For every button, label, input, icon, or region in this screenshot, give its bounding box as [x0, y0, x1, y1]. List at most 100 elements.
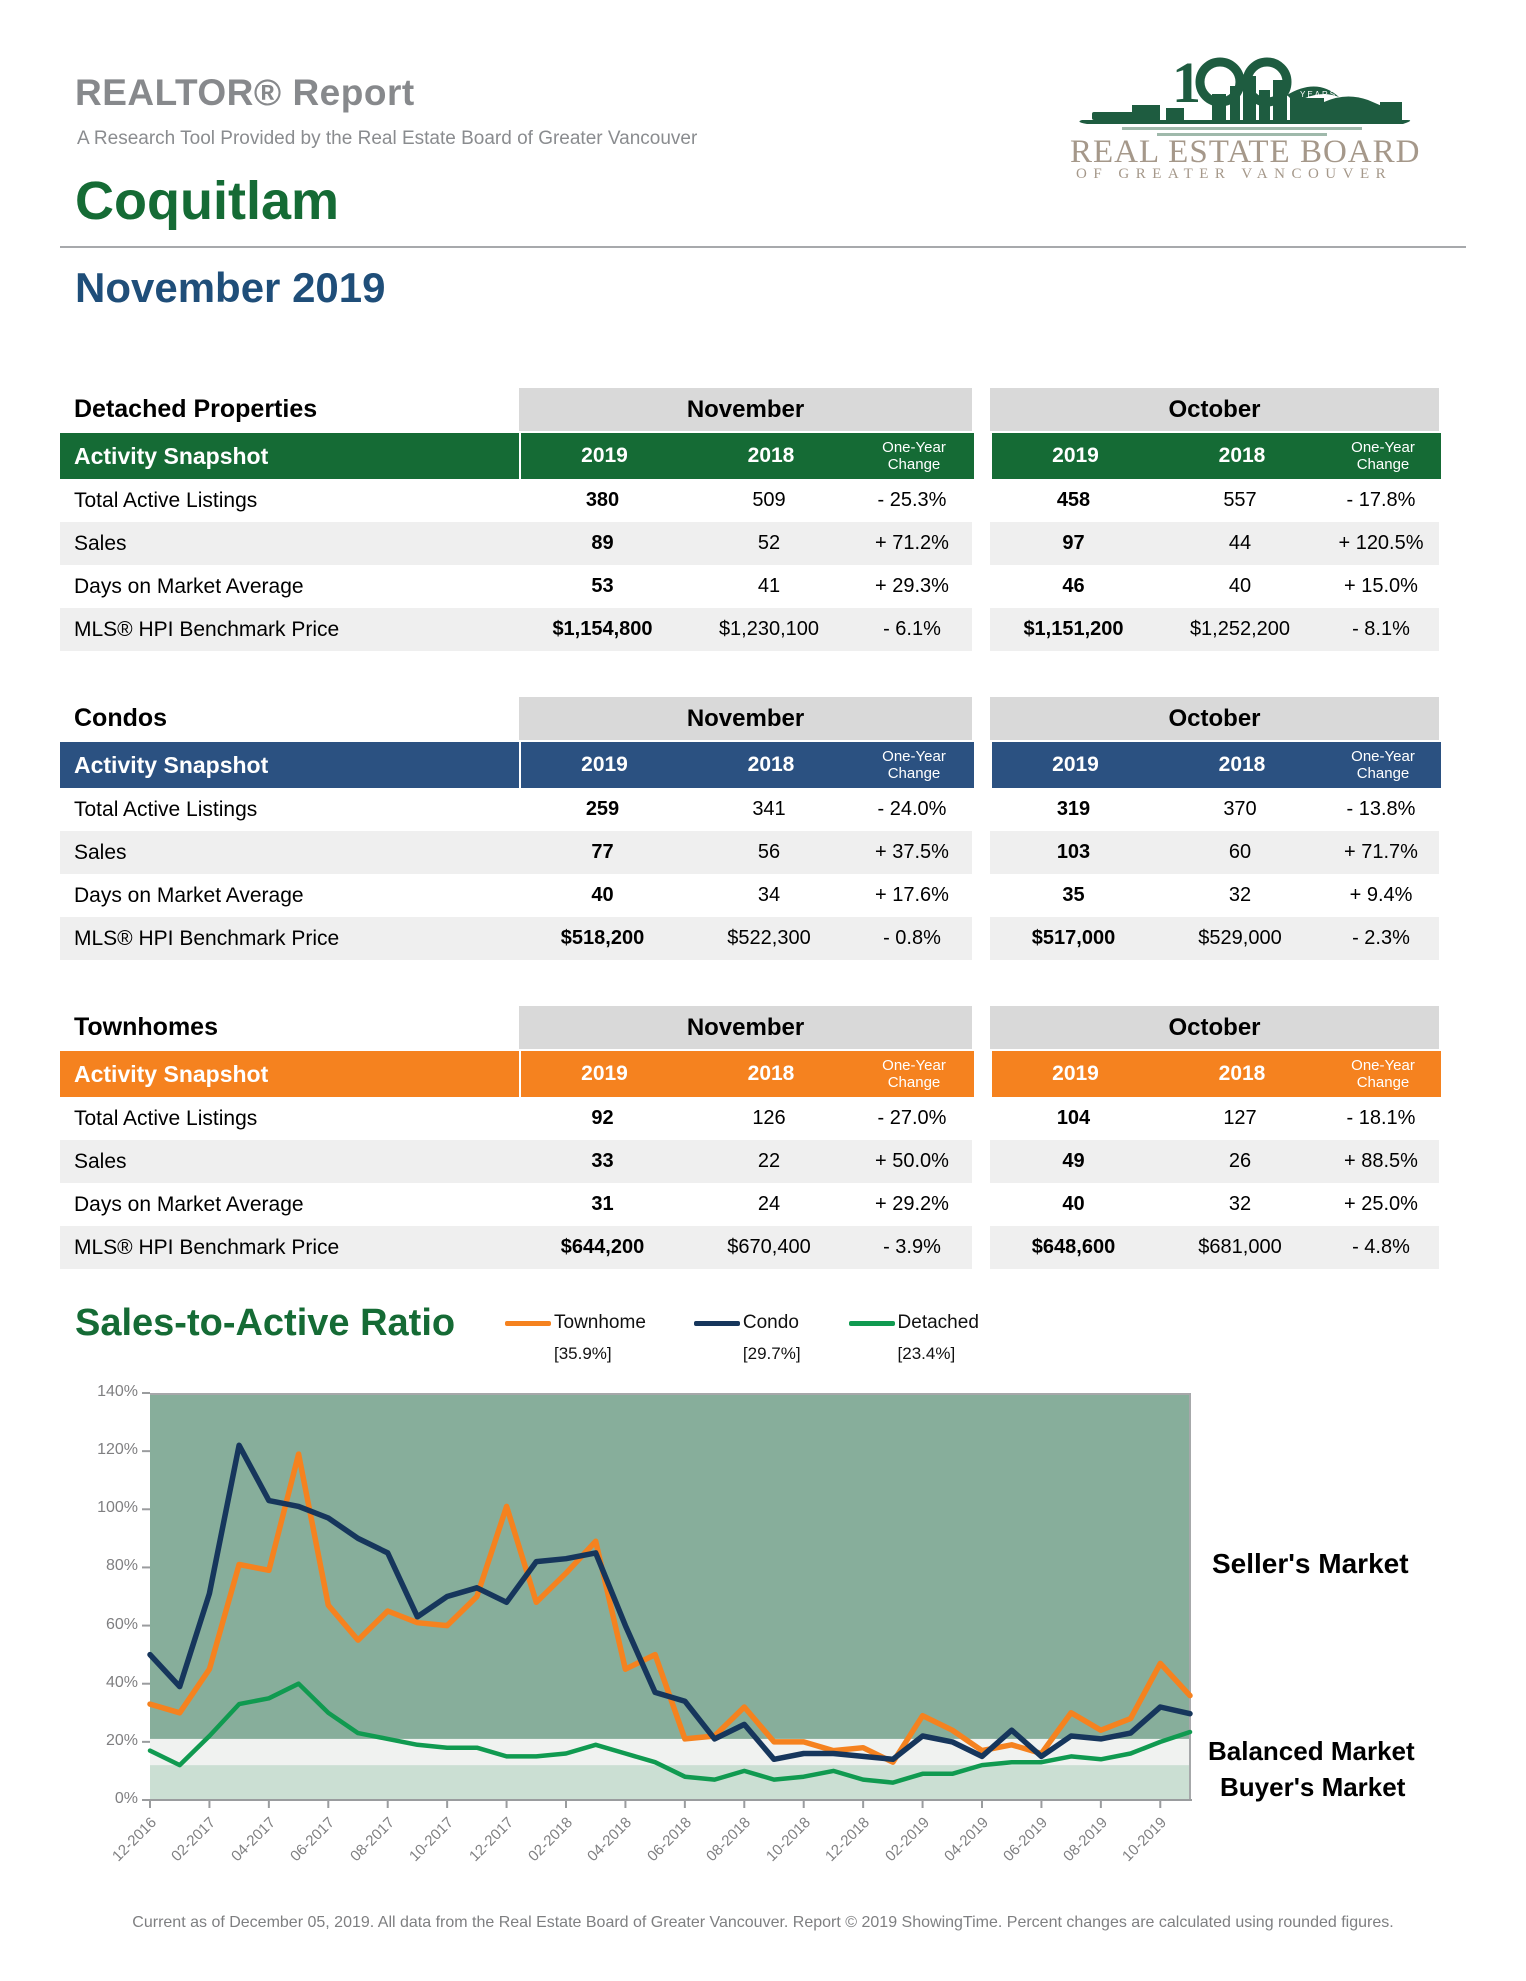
year-col-header: 2019: [992, 742, 1159, 788]
cell: 557: [1157, 479, 1323, 522]
cell: 89: [519, 522, 686, 565]
logo-line1: REAL ESTATE BOARD: [1070, 134, 1420, 170]
column-gap: [972, 874, 990, 917]
cell: $681,000: [1157, 1226, 1323, 1269]
table-row: Days on Market Average 31 24 + 29.2% 40 32 + 2…: [60, 1183, 1439, 1226]
year-col-header: 2018: [688, 433, 854, 479]
table-row: Sales 77 56 + 37.5% 103 60 + 71.7%: [60, 831, 1439, 874]
column-gap: [972, 1226, 990, 1269]
cell: 319: [990, 788, 1157, 831]
column-gap: [972, 608, 990, 651]
cell: 31: [519, 1183, 686, 1226]
sellers-market-label: Seller's Market: [1212, 1548, 1409, 1579]
year-col-header: 2018: [688, 1051, 854, 1097]
cell: Sales: [60, 831, 519, 874]
balanced-market-label: Balanced Market: [1208, 1736, 1415, 1766]
y-axis-tick-label: 20%: [105, 1731, 138, 1749]
y-axis-tick-label: 140%: [97, 1383, 138, 1400]
cell: 26: [1157, 1140, 1323, 1183]
y-axis-tick-label: 0%: [114, 1790, 138, 1807]
series-line-detached: [147, 1681, 1193, 1785]
y-axis-tick-label: 120%: [97, 1441, 138, 1459]
cell: - 8.1%: [1323, 608, 1439, 651]
change-col-header: One-Year Change: [1325, 742, 1441, 788]
column-gap: [974, 742, 992, 788]
cell: 40: [1157, 565, 1323, 608]
legend-item: Condo [29.7%]: [693, 1312, 801, 1364]
cell: Sales: [60, 1140, 519, 1183]
table-row: Sales 89 52 + 71.2% 97 44 + 120.5%: [60, 522, 1439, 565]
cell: 40: [519, 874, 686, 917]
cell: $1,252,200: [1157, 608, 1323, 651]
activity-snapshot-row: Activity Snapshot 2019 2018 One-Year Change…: [60, 433, 1441, 479]
column-gap: [974, 1051, 992, 1097]
cell: $644,200: [519, 1226, 686, 1269]
table-title: Condos: [74, 704, 168, 732]
cell: 56: [686, 831, 852, 874]
table-header-row: Townhomes November October: [60, 1006, 1439, 1049]
legend-swatch-condo: [693, 1320, 740, 1326]
change-col-header: One-Year Change: [1325, 433, 1441, 479]
footer-note: Current as of December 05, 2019. All dat…: [132, 1914, 1394, 1931]
table-header-row: Condos November October: [60, 697, 1439, 740]
property-table: Detached Properties November October Activi…: [60, 388, 1441, 651]
report-subtitle: A Research Tool Provided by the Real Est…: [77, 128, 698, 149]
cell: 259: [519, 788, 686, 831]
column-gap: [972, 1006, 990, 1049]
activity-snapshot-label: Activity Snapshot: [60, 433, 519, 479]
change-col-header: One-Year Change: [854, 433, 974, 479]
month-band-october: October: [990, 697, 1439, 740]
cell: - 18.1%: [1323, 1097, 1439, 1140]
series-line-condo: [147, 1442, 1193, 1763]
cell: 127: [1157, 1097, 1323, 1140]
month-band-november: November: [519, 1006, 972, 1049]
report-title: REALTOR® Report: [75, 72, 415, 113]
legend-label: Townhome: [554, 1312, 646, 1333]
column-gap: [974, 433, 992, 479]
sales-to-active-chart: [142, 1392, 1193, 1808]
table-row: MLS® HPI Benchmark Price $518,200 $522,300…: [60, 917, 1439, 960]
cell: 97: [990, 522, 1157, 565]
cell: Total Active Listings: [60, 479, 519, 522]
cell: 92: [519, 1097, 686, 1140]
legend-item: Townhome [35.9%]: [505, 1312, 646, 1364]
year-col-header: 2019: [521, 1051, 688, 1097]
cell: 49: [990, 1140, 1157, 1183]
cell: 380: [519, 479, 686, 522]
cell: $670,400: [686, 1226, 852, 1269]
cell: - 24.0%: [852, 788, 972, 831]
cell: 41: [686, 565, 852, 608]
table-title: Detached Properties: [74, 395, 318, 423]
area-title: Coquitlam: [75, 171, 339, 231]
table-title: Townhomes: [74, 1013, 218, 1041]
year-col-header: 2019: [992, 433, 1159, 479]
cell: - 4.8%: [1323, 1226, 1439, 1269]
cell: - 0.8%: [852, 917, 972, 960]
column-gap: [972, 388, 990, 431]
table-row: Total Active Listings 92 126- 27.0% 104 127-…: [60, 1097, 1439, 1140]
table-row: MLS® HPI Benchmark Price $1,154,800 $1,230…: [60, 608, 1439, 651]
cell: + 37.5%: [852, 831, 972, 874]
cell: 341: [686, 788, 852, 831]
cell: 126: [686, 1097, 852, 1140]
cell: - 3.9%: [852, 1226, 972, 1269]
cell: MLS® HPI Benchmark Price: [60, 608, 519, 651]
activity-snapshot-row: Activity Snapshot 2019 2018 One-Year Change…: [60, 1051, 1441, 1097]
legend-swatch-townhome: [505, 1320, 551, 1326]
year-col-header: 2019: [521, 433, 688, 479]
cell: + 15.0%: [1323, 565, 1439, 608]
cell: + 9.4%: [1323, 874, 1439, 917]
cell: $1,154,800: [519, 608, 686, 651]
cell: 103: [990, 831, 1157, 874]
cell: $1,230,100: [686, 608, 852, 651]
cell: - 6.1%: [852, 608, 972, 651]
year-col-header: 2018: [1159, 1051, 1325, 1097]
cell: 32: [1157, 874, 1323, 917]
cell: + 25.0%: [1323, 1183, 1439, 1226]
cell: $517,000: [990, 917, 1157, 960]
cell: 24: [686, 1183, 852, 1226]
cell: + 71.2%: [852, 522, 972, 565]
cell: Total Active Listings: [60, 788, 519, 831]
activity-tables: Detached Properties November October Activi…: [60, 388, 1441, 1315]
y-axis-tick-label: 80%: [105, 1557, 138, 1575]
